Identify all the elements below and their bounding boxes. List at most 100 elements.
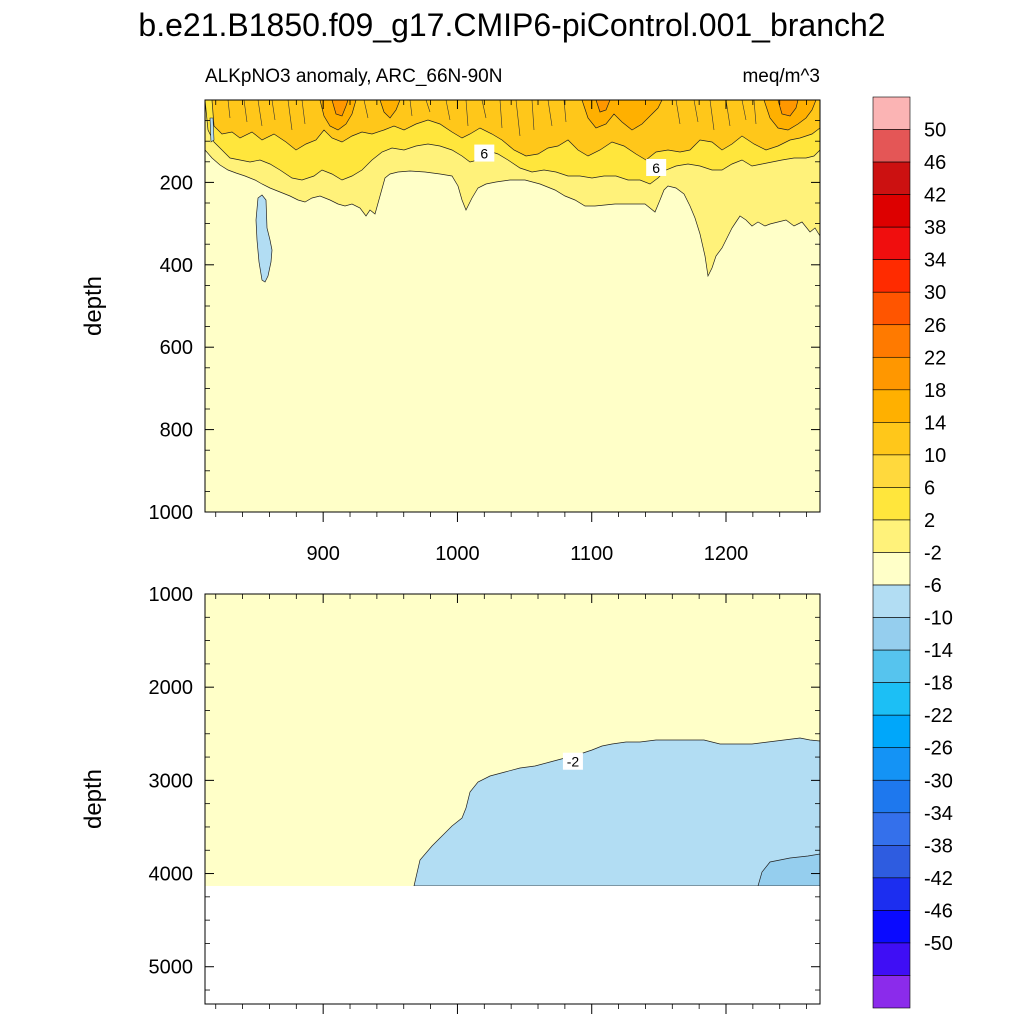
upper-negative-blob [255, 194, 273, 283]
colorbar-label: -50 [924, 933, 953, 955]
colorbar-label: -30 [924, 770, 953, 792]
chart-subtitle-right: meq/m^3 [742, 66, 820, 87]
upper-negative-streak [209, 117, 215, 143]
y-tick-label: 1000 [149, 502, 194, 524]
upper-x-axis: 900 1000 1100 1200 [215, 100, 807, 565]
colorbar-swatch [872, 422, 911, 456]
lower-missing-region [205, 886, 820, 1004]
upper-streaks [227, 100, 757, 137]
lower-y-label: depth [80, 769, 107, 829]
upper-contours [205, 100, 820, 512]
y-tick-label: 800 [160, 420, 193, 442]
colorbar-label: 18 [924, 380, 946, 402]
colorbar-label: -14 [924, 640, 953, 662]
colorbar-label: -34 [924, 803, 953, 825]
y-tick-label: 2000 [149, 677, 194, 699]
colorbar-swatch [872, 877, 911, 911]
upper-y-label: depth [80, 276, 107, 336]
colorbar-swatch [872, 584, 911, 618]
contour-label-bg [474, 144, 495, 162]
x-tick-label: 1200 [704, 543, 749, 565]
colorbar-swatch [872, 747, 911, 781]
colorbar-label: -26 [924, 738, 953, 760]
colorbar-swatch [872, 324, 911, 358]
y-tick-label: 200 [160, 172, 193, 194]
colorbar-swatch [872, 259, 911, 293]
colorbar-label: 26 [924, 315, 946, 337]
colorbar-label: -10 [924, 608, 953, 630]
colorbar-label: 38 [924, 217, 946, 239]
lower-panel: 1000 2000 3000 4000 5000 depth -2 [80, 584, 821, 1014]
chart-subtitle-left: ALKpNO3 anomaly, ARC_66N-90N [205, 66, 502, 87]
y-tick-label: 400 [160, 255, 193, 277]
colorbar-swatch [872, 779, 911, 814]
lower-contour-labels: -2 [562, 752, 583, 770]
upper-y-axis: 200 400 600 800 1000 [149, 99, 820, 524]
colorbar-swatch [872, 649, 911, 683]
colorbar-label: -6 [924, 575, 942, 597]
colorbar-swatch [872, 356, 911, 391]
colorbar-label: 2 [924, 510, 935, 532]
contour-label: 6 [652, 160, 660, 176]
colorbar-label: -46 [924, 900, 953, 922]
colorbar-swatch [872, 519, 911, 553]
colorbar-swatch [872, 389, 911, 423]
upper-band-10-14 [211, 100, 820, 161]
colorbar-swatch [872, 845, 911, 879]
colorbar-label: 34 [924, 250, 946, 272]
colorbar-swatch [872, 812, 911, 846]
y-tick-label: 1000 [149, 584, 194, 606]
colorbar-swatch [872, 682, 911, 716]
colorbar-label: 14 [924, 412, 946, 434]
colorbar: 50 46 42 38 34 30 26 22 18 14 10 6 2 -2 -6 -10 -14 -18 -22… [872, 96, 953, 1009]
colorbar-label: 10 [924, 445, 946, 467]
contour-label: -2 [567, 754, 580, 770]
colorbar-swatch [872, 454, 911, 488]
colorbar-swatch [872, 617, 911, 651]
colorbar-swatch [872, 226, 911, 260]
colorbar-swatch [872, 975, 911, 1009]
colorbar-swatch [872, 194, 911, 228]
lower-frame [204, 593, 821, 1005]
colorbar-label: 42 [924, 185, 946, 207]
x-tick-label: 900 [306, 543, 339, 565]
colorbar-swatch [872, 910, 911, 944]
y-tick-label: 4000 [149, 864, 194, 886]
upper-panel: 200 400 600 800 1000 900 1000 1100 1200 depth 6… [80, 99, 821, 565]
lower-band-neg6-neg10 [757, 853, 820, 887]
lower-contours [205, 594, 820, 1004]
x-tick-label: 1000 [435, 543, 480, 565]
colorbar-swatch [872, 714, 911, 749]
colorbar-label: 50 [924, 120, 946, 142]
colorbar-label: 30 [924, 282, 946, 304]
chart-title: b.e21.B1850.f09_g17.CMIP6-piControl.001_… [138, 7, 885, 43]
colorbar-swatch [872, 942, 911, 976]
x-tick-label: 1100 [570, 543, 613, 565]
y-tick-label: 3000 [149, 770, 194, 792]
colorbar-label: 6 [924, 477, 935, 499]
lower-band-neg2-neg6 [413, 737, 820, 887]
colorbar-swatch [872, 487, 911, 521]
y-tick-label: 600 [160, 337, 193, 359]
colorbar-swatch [872, 129, 911, 163]
colorbar-label: -22 [924, 705, 953, 727]
contour-label-bg [562, 752, 583, 770]
lower-y-axis: 1000 2000 3000 4000 5000 [149, 584, 820, 991]
upper-contour-labels: 66 [474, 144, 667, 176]
colorbar-label: -38 [924, 835, 953, 857]
colorbar-label: -18 [924, 673, 953, 695]
upper-band-18-22 [331, 100, 799, 117]
colorbar-swatch [872, 552, 911, 586]
contour-label-bg [646, 158, 667, 176]
colorbar-swatch [872, 96, 911, 130]
colorbar-label: 22 [924, 347, 946, 369]
colorbar-label: 46 [924, 152, 946, 174]
lower-x-axis [215, 594, 807, 1014]
colorbar-label: -2 [924, 543, 942, 565]
upper-band-14-18 [319, 100, 817, 131]
contour-label: 6 [480, 146, 488, 162]
colorbar-swatch [872, 161, 911, 195]
colorbar-label: -42 [924, 868, 953, 890]
colorbar-swatch [872, 291, 911, 326]
